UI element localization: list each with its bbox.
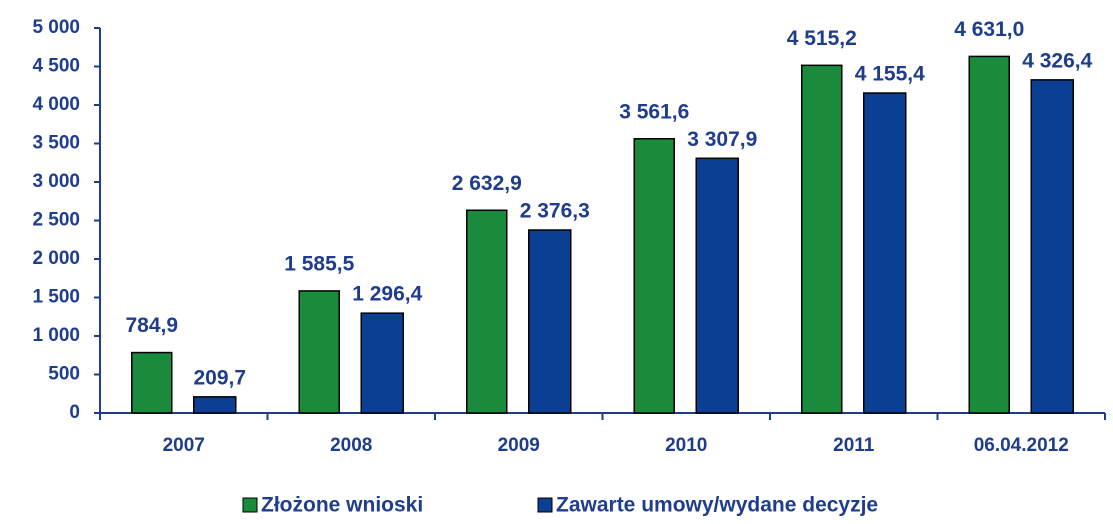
data-label: 209,7 [193, 366, 246, 389]
y-tick-label: 2 500 [32, 210, 80, 231]
data-label: 3 561,6 [619, 100, 689, 123]
x-tick-label: 2008 [330, 435, 372, 456]
bar [968, 55, 1010, 414]
bar [528, 229, 572, 414]
bar [360, 312, 404, 414]
y-tick-label: 3 500 [32, 133, 80, 154]
y-tick-label: 1 500 [32, 287, 80, 308]
bar [633, 138, 675, 414]
bar [863, 92, 907, 414]
bar [695, 157, 739, 414]
data-label: 4 326,4 [1022, 49, 1092, 72]
y-tick-label: 1 000 [32, 325, 80, 346]
legend-label: Zawarte umowy/wydane decyzje [556, 494, 878, 517]
bar [298, 290, 340, 414]
data-label: 1 296,4 [352, 283, 422, 306]
data-label: 2 632,9 [452, 172, 522, 195]
bar [193, 396, 237, 414]
x-tick-label: 2007 [163, 435, 205, 456]
y-tick-label: 2 000 [32, 248, 80, 269]
y-tick-label: 3 000 [32, 171, 80, 192]
y-tick-label: 4 500 [32, 56, 80, 77]
y-tick-label: 4 000 [32, 94, 80, 115]
data-label: 3 307,9 [687, 128, 757, 151]
y-tick-label: 500 [48, 364, 80, 385]
data-label: 4 631,0 [954, 18, 1024, 41]
data-label: 4 515,2 [787, 27, 857, 50]
x-tick-label: 06.04.2012 [974, 435, 1069, 456]
legend-label: Złożone wnioski [261, 494, 423, 517]
bar [801, 64, 843, 414]
data-label: 1 585,5 [284, 252, 354, 275]
y-tick-label: 0 [69, 402, 80, 423]
data-label: 4 155,4 [855, 63, 925, 86]
x-tick-label: 2009 [498, 435, 540, 456]
bar [131, 351, 173, 414]
legend-swatch [537, 497, 553, 513]
x-tick-label: 2011 [833, 435, 875, 456]
y-tick-label: 5 000 [32, 17, 80, 38]
bar [466, 209, 508, 414]
legend-swatch [242, 497, 258, 513]
data-label: 784,9 [125, 314, 178, 337]
data-label: 2 376,3 [520, 200, 590, 223]
bar [1030, 79, 1074, 414]
x-tick-label: 2010 [665, 435, 707, 456]
